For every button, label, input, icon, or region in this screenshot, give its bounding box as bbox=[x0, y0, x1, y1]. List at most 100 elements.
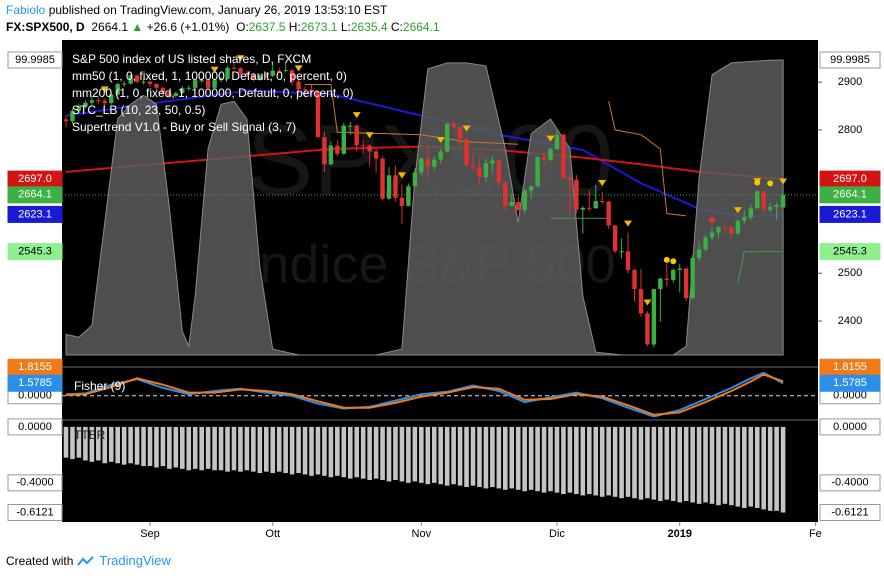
candle-body bbox=[393, 175, 398, 198]
high: 2673.1 bbox=[300, 20, 338, 34]
y-tick-label: 0.0000 bbox=[833, 390, 867, 402]
candle-body bbox=[780, 194, 786, 208]
candle-body bbox=[76, 105, 82, 111]
signal-triangle bbox=[397, 172, 406, 179]
candle-body bbox=[367, 145, 372, 152]
line bbox=[65, 371, 784, 418]
candle-body bbox=[83, 102, 88, 106]
y-tick-label: 2500 bbox=[838, 267, 862, 279]
signal-triangle bbox=[733, 207, 742, 214]
bar bbox=[128, 426, 133, 464]
candle-body bbox=[322, 137, 327, 165]
bar bbox=[63, 426, 69, 458]
bar bbox=[121, 426, 127, 465]
legend-entry: Supertrend V1.0 - Buy or Sell Signal (3,… bbox=[72, 120, 296, 134]
price-label-box bbox=[7, 51, 63, 69]
bar bbox=[625, 426, 631, 497]
candle-body bbox=[218, 78, 224, 81]
price-label-box bbox=[819, 186, 881, 204]
author[interactable]: Fabiolo bbox=[6, 3, 46, 17]
signal-dot bbox=[754, 179, 761, 186]
bar bbox=[431, 426, 437, 483]
pane-title: Fisher (9) bbox=[74, 379, 125, 393]
candle-body bbox=[360, 145, 366, 147]
bar bbox=[754, 426, 760, 509]
x-tick-label: 2019 bbox=[667, 528, 691, 540]
bar bbox=[173, 426, 179, 468]
candle-body bbox=[412, 172, 418, 187]
signal-triangle bbox=[779, 178, 788, 185]
candle-body bbox=[567, 177, 573, 180]
candle-body bbox=[729, 227, 734, 234]
brand-logo[interactable] bbox=[77, 555, 95, 567]
bar bbox=[567, 426, 573, 493]
candle-body bbox=[716, 226, 721, 233]
bar bbox=[690, 426, 695, 503]
candle-body bbox=[535, 157, 540, 187]
bar bbox=[490, 426, 495, 488]
price-label: 2623.1 bbox=[833, 208, 867, 220]
bar bbox=[367, 426, 372, 481]
candle-body bbox=[444, 123, 450, 152]
bar bbox=[399, 426, 405, 482]
x-tick-label: Dic bbox=[549, 528, 565, 540]
candle-body bbox=[541, 157, 547, 160]
candle-body bbox=[160, 87, 166, 93]
candle-body bbox=[722, 226, 728, 228]
candle-body bbox=[205, 80, 211, 88]
bar bbox=[380, 426, 385, 481]
bar bbox=[354, 426, 360, 478]
signal-triangle bbox=[643, 299, 652, 306]
last-price: 2664.1 bbox=[91, 20, 129, 34]
candle-body bbox=[483, 163, 489, 178]
bar bbox=[335, 426, 340, 476]
bar bbox=[322, 426, 327, 476]
bar bbox=[225, 426, 230, 472]
change-arrow: ▲ bbox=[131, 20, 144, 34]
value-label-box bbox=[7, 374, 63, 392]
candle-body bbox=[606, 201, 611, 226]
pane-title: TTER bbox=[74, 428, 106, 442]
signal-triangle bbox=[210, 66, 219, 73]
bar bbox=[134, 426, 140, 465]
signal-dot bbox=[767, 180, 774, 187]
candle-body bbox=[147, 81, 153, 85]
candle-body bbox=[199, 80, 204, 82]
bar bbox=[464, 426, 469, 488]
candle-body bbox=[134, 75, 140, 82]
bar bbox=[696, 426, 702, 504]
candle-body bbox=[554, 134, 560, 150]
candle-body bbox=[496, 160, 502, 183]
candle-body bbox=[302, 89, 308, 91]
candle-body bbox=[373, 151, 379, 159]
bar bbox=[670, 426, 676, 502]
y-tick-label-box bbox=[819, 418, 881, 436]
bar bbox=[244, 426, 250, 471]
bar bbox=[599, 426, 605, 497]
bar bbox=[341, 426, 347, 478]
bar bbox=[774, 426, 779, 511]
bar bbox=[309, 426, 314, 476]
signal-triangle bbox=[462, 125, 471, 132]
candle-body bbox=[419, 158, 424, 173]
bar bbox=[251, 426, 256, 472]
brand[interactable]: TradingView bbox=[99, 553, 171, 568]
bar bbox=[716, 426, 721, 506]
candle-body bbox=[277, 70, 282, 72]
bar bbox=[457, 426, 463, 486]
signal-triangle bbox=[100, 86, 109, 93]
candle-body bbox=[748, 208, 753, 218]
candle-body bbox=[264, 75, 269, 77]
bar bbox=[444, 426, 450, 486]
candle-body bbox=[451, 123, 456, 128]
bar bbox=[283, 426, 288, 474]
y-tick-label: 0.0000 bbox=[18, 421, 52, 433]
bar bbox=[412, 426, 418, 482]
candle-body bbox=[335, 145, 340, 154]
candle-body bbox=[180, 88, 185, 94]
price-label: 2623.1 bbox=[18, 208, 52, 220]
bar bbox=[276, 426, 282, 472]
candle-body bbox=[548, 149, 553, 160]
bar bbox=[328, 426, 334, 478]
candle-body bbox=[225, 67, 230, 79]
